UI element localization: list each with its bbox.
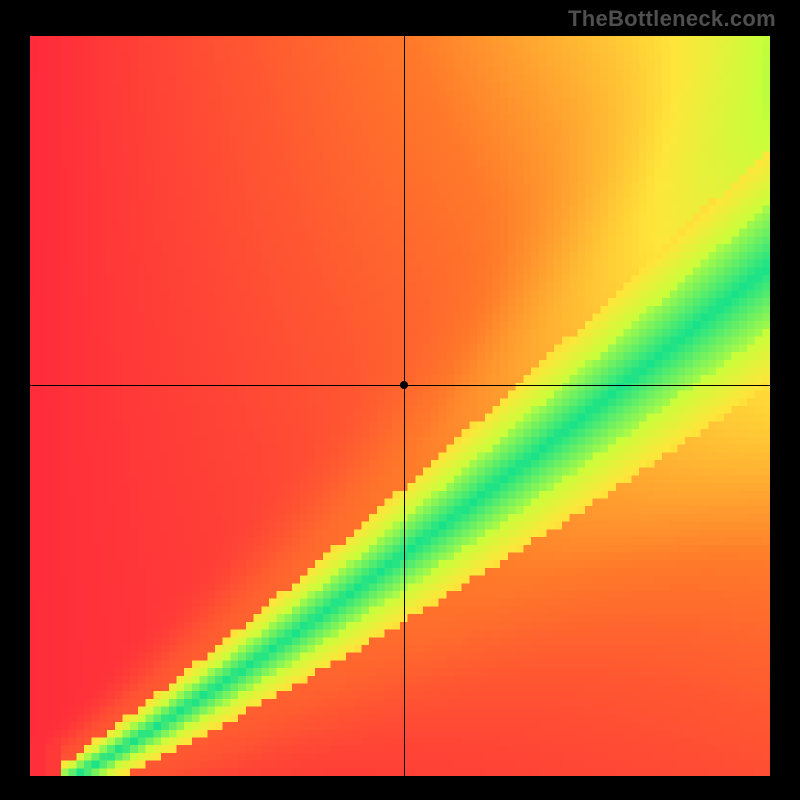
watermark-text: TheBottleneck.com — [568, 6, 776, 32]
chart-container: TheBottleneck.com — [0, 0, 800, 800]
plot-area — [30, 36, 770, 776]
heatmap-canvas — [30, 36, 770, 776]
